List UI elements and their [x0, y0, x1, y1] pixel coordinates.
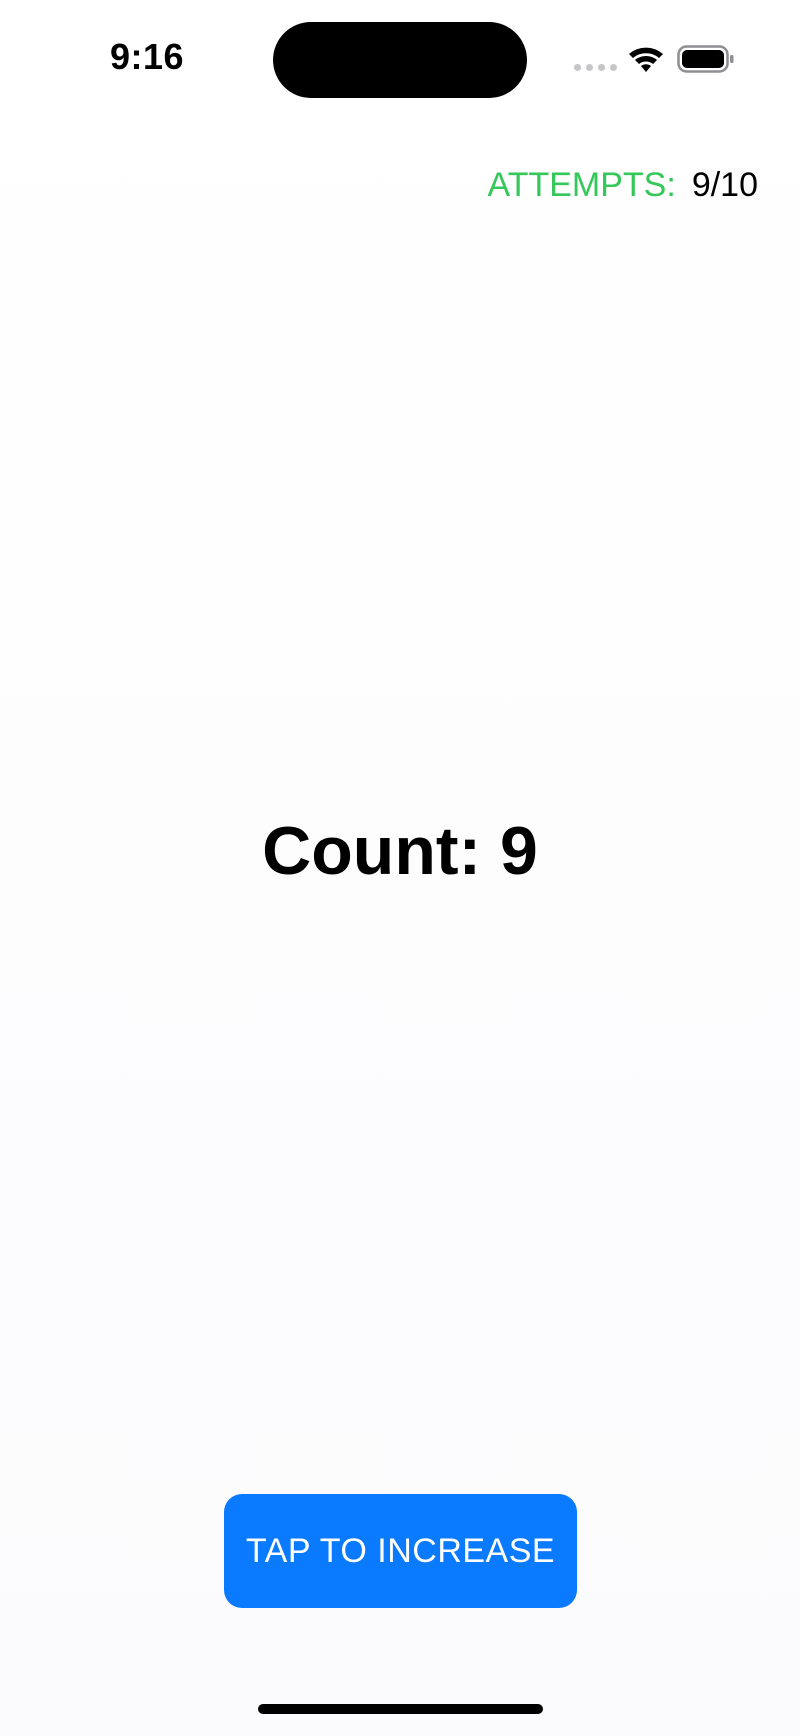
tap-to-increase-button[interactable]: TAP TO INCREASE: [224, 1494, 577, 1608]
cellular-signal-icon: [574, 64, 617, 71]
wifi-icon: [629, 47, 663, 72]
attempts-value: 9/10: [691, 166, 758, 204]
count-display: Count: 9: [262, 813, 538, 889]
dynamic-island: [273, 22, 527, 98]
battery-icon: [677, 45, 734, 73]
attempts-label: ATTEMPTS:: [487, 166, 676, 204]
status-bar: 9:16: [0, 0, 800, 120]
home-indicator[interactable]: [258, 1704, 543, 1714]
attempts-indicator: ATTEMPTS: 9/10: [488, 166, 758, 205]
status-time: 9:16: [110, 36, 185, 77]
